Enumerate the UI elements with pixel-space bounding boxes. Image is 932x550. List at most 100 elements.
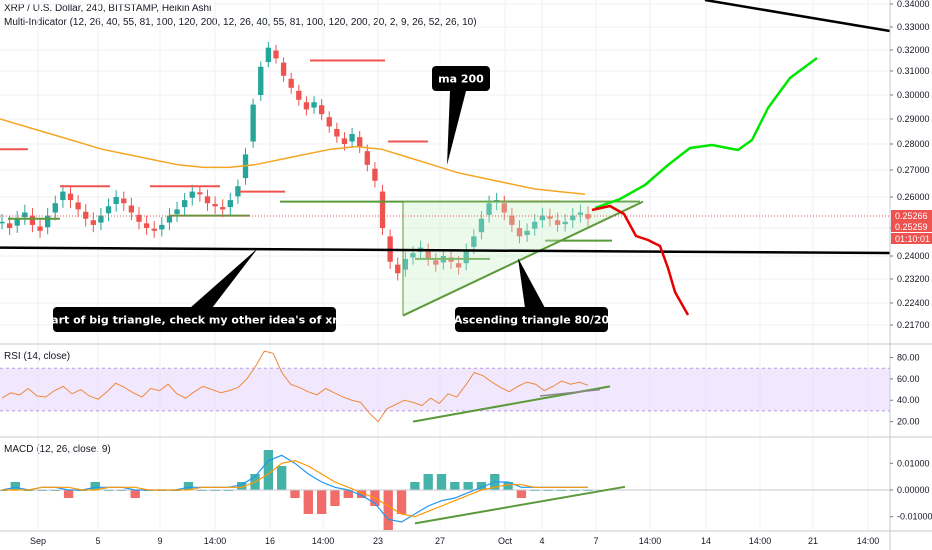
- ascending-callout-box: [455, 307, 608, 332]
- candle-body: [6, 223, 13, 228]
- candle-body: [128, 205, 135, 213]
- x-tick-label: 14:00: [857, 536, 880, 546]
- candle-body: [174, 209, 180, 215]
- big-triangle-callout: Part of big triangle, check my other ide…: [43, 248, 346, 332]
- macd-histogram-bar: [383, 490, 393, 530]
- macd-histogram-bar: [290, 490, 300, 498]
- candle-body: [463, 250, 469, 264]
- macd-histogram-bar: [330, 490, 340, 506]
- candle-body: [67, 193, 74, 201]
- candle-body: [98, 215, 104, 223]
- macd-tick-label: 0.01000: [897, 458, 930, 468]
- candle-body: [197, 192, 203, 195]
- macd-histogram-bar: [263, 450, 274, 490]
- candle-body: [554, 220, 561, 225]
- macd-pane: [0, 450, 890, 530]
- candle-body: [113, 197, 119, 204]
- triangle-hypotenuse: [402, 200, 644, 317]
- candle-body: [44, 215, 51, 228]
- big-triangle-callout-pointer: [190, 248, 258, 308]
- rsi-tick-label: 60.00: [897, 374, 920, 384]
- candle-body: [357, 137, 363, 147]
- macd-histogram-bar: [516, 490, 527, 498]
- candle-body: [501, 203, 507, 213]
- macd-histogram-bar: [303, 490, 313, 514]
- candle-body: [425, 250, 431, 259]
- candle-body: [471, 236, 477, 247]
- candle-body: [258, 66, 264, 95]
- candle-body: [410, 253, 416, 258]
- price-tag: [891, 221, 932, 232]
- candle-body: [250, 104, 256, 142]
- candle-body: [577, 212, 584, 215]
- candle-body: [220, 207, 226, 210]
- candle-body: [273, 50, 279, 59]
- price-tag-label: 0.25259: [895, 222, 928, 232]
- x-tick-label: Sep: [30, 536, 46, 546]
- candle-body: [296, 90, 302, 100]
- price-tag: [891, 233, 932, 244]
- price-tick-label: 0.28000: [897, 139, 930, 149]
- candle-body: [0, 221, 5, 224]
- rsi-tick-label: 80.00: [897, 353, 920, 363]
- callouts: ma 200 Part of big triangle, check my oth…: [43, 66, 610, 332]
- rsi-trendline-inner: [539, 388, 601, 397]
- downtrend-line: [704, 0, 891, 33]
- candle-body: [22, 212, 28, 218]
- candle-body: [151, 228, 157, 231]
- candle-body: [121, 198, 127, 204]
- big-triangle-callout-text: Part of big triangle, check my other ide…: [43, 314, 345, 327]
- x-tick-label: 9: [157, 536, 162, 546]
- price-tag-label: 01:10:01: [895, 234, 930, 244]
- candle-body: [326, 117, 332, 127]
- price-tick-label: 0.29000: [897, 114, 930, 124]
- macd-histogram-bar: [450, 482, 460, 490]
- macd-histogram-bar: [10, 482, 20, 490]
- x-tick-label: 14:00: [312, 536, 335, 546]
- macd-histogram-bar: [90, 482, 100, 490]
- x-tick-label: 23: [373, 536, 383, 546]
- ma200-callout-box: [432, 66, 490, 91]
- candle-body: [37, 226, 43, 231]
- candle-body: [433, 260, 439, 265]
- candle-body: [455, 263, 462, 268]
- macd-histogram-bar: [463, 482, 473, 490]
- ma200-callout-pointer: [447, 91, 466, 165]
- candle-body: [341, 138, 348, 144]
- price-tick-label: 0.26000: [897, 192, 930, 202]
- candle-body: [379, 191, 386, 228]
- bullish-projection: [594, 56, 818, 210]
- x-tick-label: 14: [701, 536, 711, 546]
- price-tick-label: 0.32000: [897, 45, 930, 55]
- rsi-pane: [0, 350, 890, 423]
- x-tick-label: 4: [539, 536, 544, 546]
- ma200-line: [0, 118, 586, 196]
- price-tick-label: 0.21700: [897, 320, 930, 330]
- candle-body: [75, 202, 81, 210]
- candle-body: [364, 151, 370, 165]
- macd-histogram-bar: [316, 490, 327, 514]
- chart-title: XRP / U.S. Dollar, 240, BITSTAMP, Heikin…: [4, 3, 212, 14]
- candle-body: [478, 218, 485, 233]
- candle-body: [486, 203, 492, 215]
- macd-line: [1, 454, 588, 523]
- x-tick-label: 14:00: [749, 536, 772, 546]
- candle-body: [52, 203, 58, 213]
- candle-body: [288, 78, 294, 88]
- macd-histogram-bar: [130, 490, 140, 498]
- ascending-callout-pointer: [518, 258, 545, 308]
- x-tick-label: 7: [593, 536, 598, 546]
- candle-body: [235, 186, 241, 197]
- candle-body: [90, 220, 96, 225]
- price-tag: [891, 210, 932, 221]
- candle-body: [14, 218, 20, 226]
- price-tag-label: 0.25266: [895, 211, 928, 221]
- x-tick-label: Oct: [498, 536, 513, 546]
- ascending-callout-text: Ascending triangle 80/20: [454, 314, 610, 327]
- macd-trendline: [414, 485, 626, 525]
- candle-body: [402, 258, 409, 270]
- macd-histogram-bar: [476, 482, 487, 490]
- candle-body: [372, 168, 378, 181]
